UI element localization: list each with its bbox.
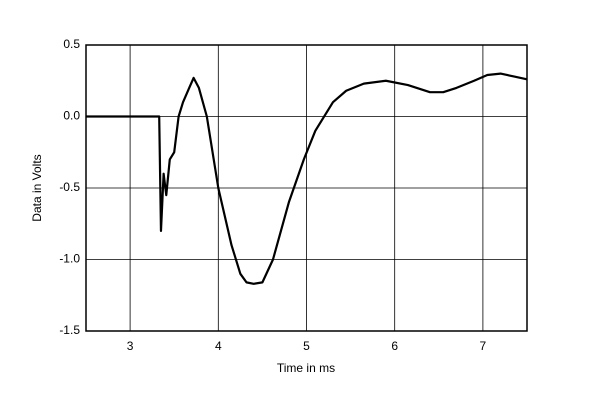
x-tick-label: 5 bbox=[303, 339, 310, 353]
x-axis-label: Time in ms bbox=[277, 361, 335, 375]
y-axis-label: Data in Volts bbox=[30, 154, 44, 221]
x-tick-label: 4 bbox=[215, 339, 222, 353]
plot-frame bbox=[85, 44, 528, 332]
x-tick-label: 3 bbox=[127, 339, 134, 353]
y-tick-label: -1.5 bbox=[59, 323, 80, 337]
x-tick-label: 6 bbox=[391, 339, 398, 353]
data-line bbox=[86, 72, 528, 285]
y-tick-label: -0.5 bbox=[59, 180, 80, 194]
y-tick-label: 0.5 bbox=[63, 37, 80, 51]
x-tick-label: 7 bbox=[480, 339, 487, 353]
y-tick-label: -1.0 bbox=[59, 252, 80, 266]
y-tick-label: 0.0 bbox=[63, 109, 80, 123]
